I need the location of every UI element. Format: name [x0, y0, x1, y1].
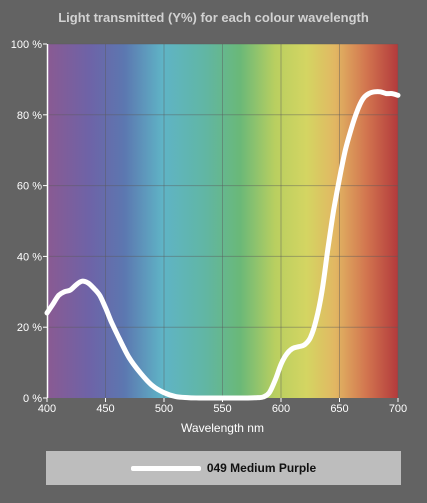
chart-title: Light transmitted (Y%) for each colour w… [58, 10, 369, 25]
y-tick-label: 100 % [11, 39, 42, 51]
x-axis-label: Wavelength nm [181, 421, 264, 435]
x-tick-label: 550 [213, 403, 231, 415]
legend-swatch [130, 465, 201, 471]
x-tick-label: 400 [38, 403, 56, 415]
x-tick-label: 450 [96, 403, 114, 415]
plot-background [47, 44, 398, 398]
series-line [44, 89, 401, 401]
y-tick-label: 40 % [17, 251, 42, 263]
y-tick-label: 60 % [17, 181, 42, 193]
y-tick-label: 20 % [17, 322, 42, 334]
x-tick-label: 600 [272, 403, 290, 415]
y-tick-label: 80 % [17, 110, 42, 122]
legend-label: 049 Medium Purple [206, 461, 317, 475]
legend: 049 Medium Purple [46, 451, 401, 485]
x-tick-label: 500 [155, 403, 173, 415]
x-tick-label: 700 [389, 403, 407, 415]
x-tick-label: 650 [330, 403, 348, 415]
y-tick-label: 0 % [23, 393, 42, 405]
